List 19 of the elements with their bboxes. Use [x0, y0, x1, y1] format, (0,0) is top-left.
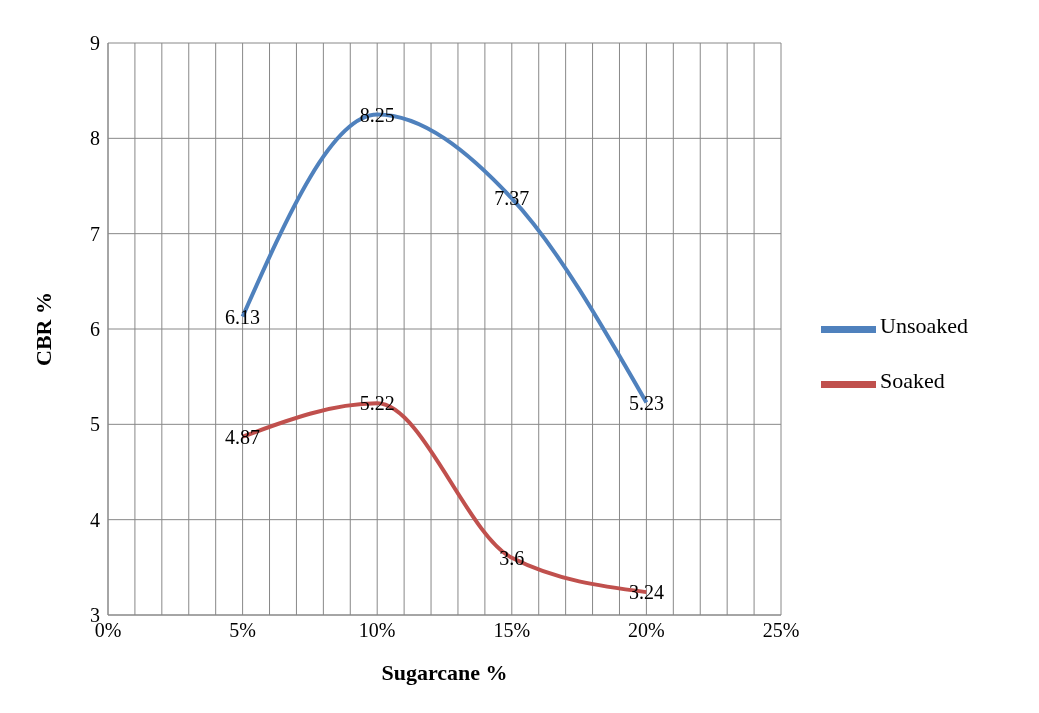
y-tick-label: 9	[90, 32, 100, 55]
data-label: 6.13	[225, 305, 261, 328]
y-tick-label: 4	[90, 508, 100, 531]
y-tick-label: 5	[90, 413, 100, 436]
x-axis-title: Sugarcane %	[381, 660, 508, 685]
data-label: 3.24	[628, 581, 664, 604]
legend-label: Soaked	[880, 367, 945, 393]
y-axis-title: CBR %	[30, 292, 56, 366]
data-label: 5.23	[628, 391, 664, 414]
y-tick-label: 6	[90, 318, 100, 341]
x-tick-label: 25%	[762, 619, 800, 642]
data-label: 4.87	[225, 425, 261, 448]
y-tick-label: 8	[90, 127, 100, 150]
legend-label: Unsoaked	[880, 312, 968, 338]
x-tick-label: 10%	[358, 619, 396, 642]
x-tick-label: 15%	[493, 619, 531, 642]
y-tick-label: 7	[90, 222, 100, 245]
x-tick-label: 5%	[229, 619, 256, 642]
x-tick-label: 20%	[628, 619, 665, 642]
